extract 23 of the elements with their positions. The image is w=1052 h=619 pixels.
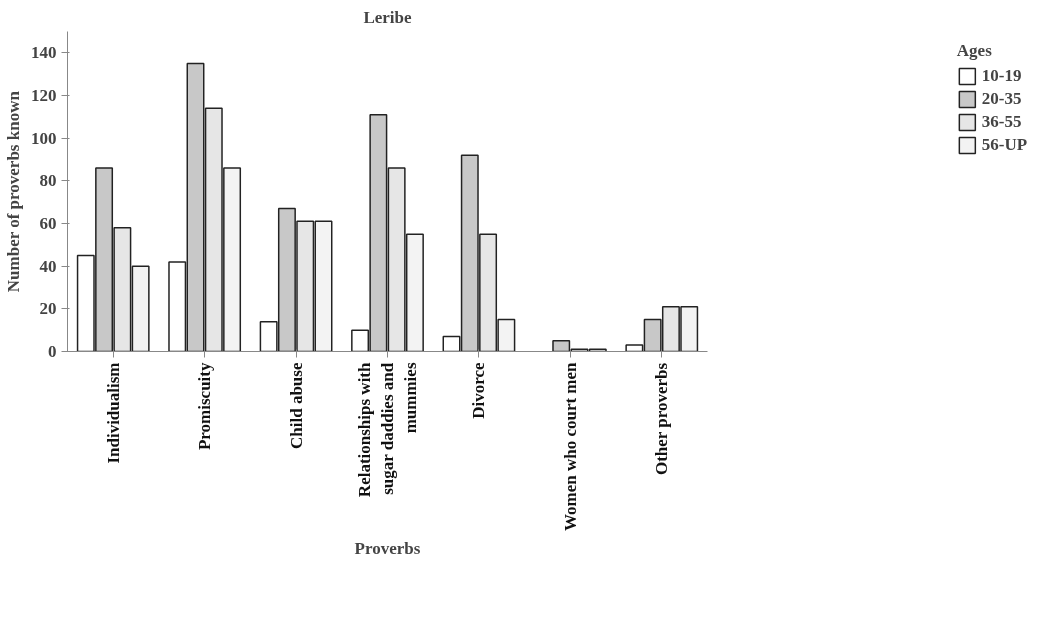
y-tick-label: 140 — [31, 43, 57, 63]
legend-label: 56-UP — [981, 135, 1028, 155]
x-tick-label: Divorce — [469, 362, 489, 419]
x-tick-label: Child abuse — [286, 362, 306, 449]
y-tick-label: 20 — [39, 299, 57, 319]
x-tick-label: Individualism — [103, 362, 123, 464]
legend-title: Ages — [956, 41, 993, 61]
y-tick-label: 40 — [39, 256, 57, 276]
x-tick-label: Women who court men — [560, 361, 580, 532]
legend-label: 20-35 — [981, 89, 1022, 109]
y-tick-label: 60 — [39, 214, 57, 233]
chart-title: Leribe — [363, 7, 413, 27]
y-tick-label: 0 — [48, 342, 57, 361]
x-tick-label: Promiscuity — [195, 362, 215, 451]
legend-label: 36-55 — [981, 112, 1022, 132]
y-tick-label: 120 — [31, 86, 57, 105]
y-tick-label: 100 — [31, 128, 57, 148]
y-axis-title: Number of proverbs known — [4, 90, 23, 293]
legend-label: 10-19 — [981, 66, 1022, 86]
x-axis-title: Proverbs — [354, 539, 421, 559]
y-tick-label: 80 — [39, 171, 57, 191]
x-tick-label: Other proverbs — [652, 362, 672, 476]
x-tick-label: Relationships with sugar daddies and mummies — [355, 361, 420, 498]
